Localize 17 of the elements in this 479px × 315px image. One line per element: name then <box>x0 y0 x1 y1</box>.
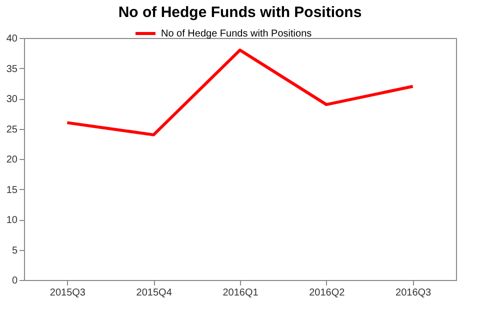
y-tick-label: 0 <box>12 276 18 286</box>
y-tick-label: 5 <box>12 245 18 256</box>
x-tick-label: 2015Q4 <box>136 288 172 298</box>
y-tick-label: 15 <box>6 184 18 196</box>
line-series <box>66 48 414 136</box>
chart-title: No of Hedge Funds with Positions <box>118 4 362 21</box>
x-tick-label: 2015Q3 <box>50 288 86 298</box>
y-tick-label: 10 <box>6 215 18 226</box>
legend-label: No of Hedge Funds with Positions <box>161 28 312 40</box>
x-tick-label: 2016Q3 <box>396 288 432 298</box>
x-tick-label: 2016Q2 <box>309 288 346 298</box>
y-tick-label: 30 <box>6 94 18 105</box>
y-tick-label: 20 <box>6 154 18 166</box>
y-tick-label: 25 <box>6 124 18 136</box>
y-tick-label: 35 <box>6 64 18 75</box>
x-tick-label: 2016Q1 <box>222 288 259 298</box>
y-tick-label: 40 <box>6 34 18 44</box>
